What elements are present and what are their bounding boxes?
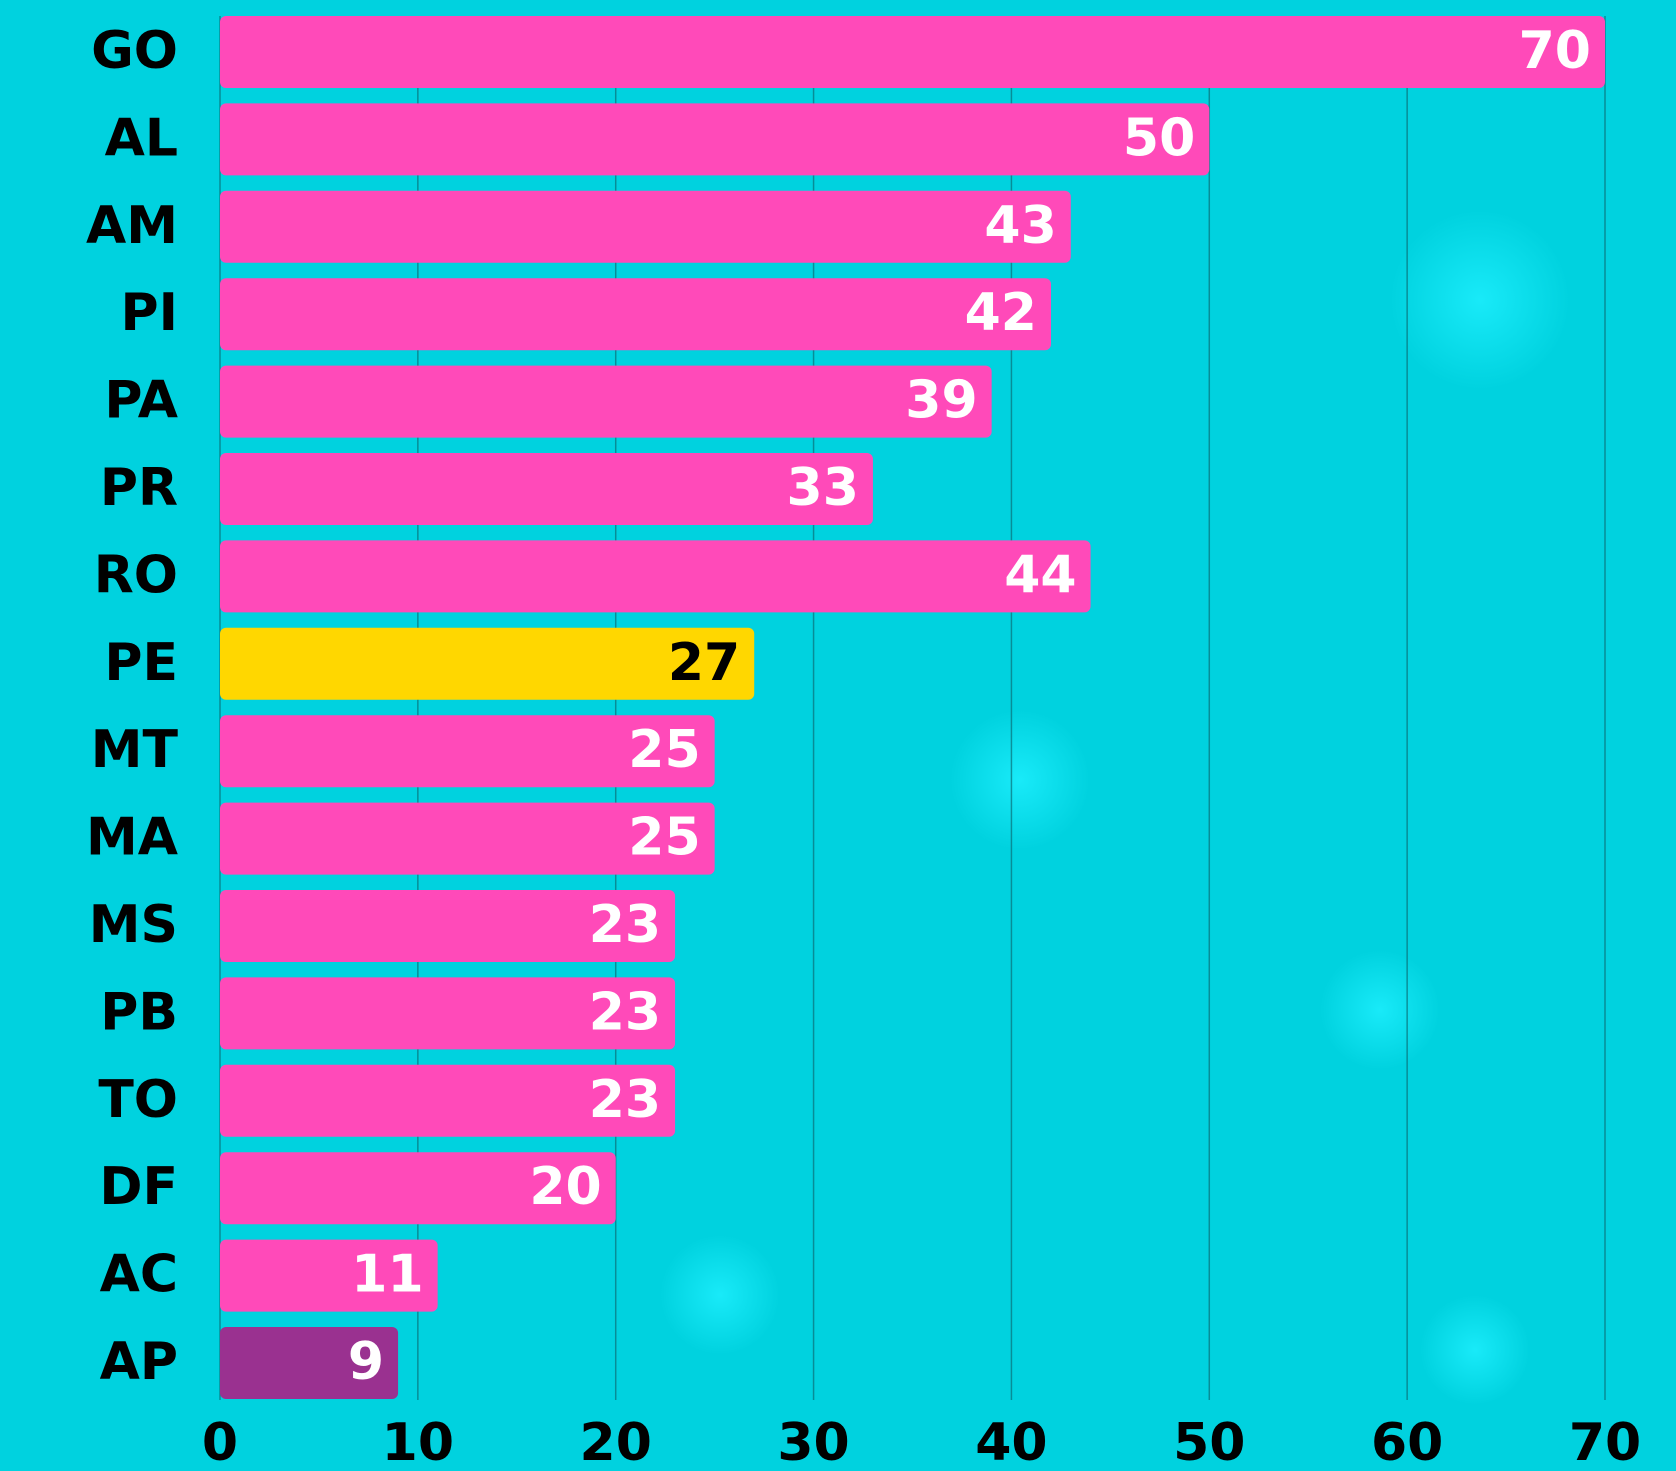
value-label: 20 <box>529 1157 601 1217</box>
y-tick-label: MS <box>89 895 178 955</box>
value-label: 70 <box>1519 21 1591 81</box>
bar <box>220 715 715 788</box>
bar <box>220 278 1051 351</box>
bar <box>220 453 873 525</box>
y-tick-label: PB <box>100 982 178 1042</box>
background-glow <box>1420 1295 1530 1405</box>
y-tick-label: GO <box>91 21 178 81</box>
y-tick-label: RO <box>94 545 178 605</box>
x-tick-label: 50 <box>1173 1413 1245 1471</box>
y-tick-label: AM <box>86 196 178 256</box>
value-label: 43 <box>984 196 1056 256</box>
y-tick-label: DF <box>99 1157 178 1217</box>
value-label: 23 <box>589 1070 661 1130</box>
value-label: 27 <box>668 633 740 693</box>
bar <box>220 1327 399 1399</box>
bar <box>220 1152 616 1225</box>
background-glow <box>660 1235 780 1355</box>
x-tick-label: 20 <box>580 1413 652 1471</box>
x-tick-label: 40 <box>975 1413 1047 1471</box>
background-glow <box>1320 950 1440 1070</box>
y-tick-label: AP <box>100 1332 178 1392</box>
y-tick-label: PR <box>100 458 178 518</box>
value-label: 11 <box>351 1245 423 1305</box>
y-tick-label: AC <box>100 1245 178 1305</box>
value-label: 42 <box>965 283 1037 343</box>
bar <box>220 365 992 438</box>
bar <box>220 977 676 1050</box>
x-tick-label: 60 <box>1371 1413 1443 1471</box>
bar <box>220 890 676 962</box>
value-label: 44 <box>1004 545 1076 605</box>
bar <box>220 1239 438 1312</box>
y-tick-label: PI <box>121 283 178 343</box>
y-tick-label: PE <box>104 633 178 693</box>
bar <box>220 103 1210 176</box>
background-glow <box>950 710 1090 850</box>
x-tick-label: 70 <box>1569 1413 1641 1471</box>
value-label: 9 <box>348 1332 384 1392</box>
bar <box>220 16 1605 88</box>
bar <box>220 190 1071 263</box>
y-tick-label: MT <box>91 720 179 780</box>
x-tick-label: 0 <box>202 1413 238 1471</box>
y-tick-label: PA <box>104 371 178 431</box>
y-tick-label: AL <box>105 108 178 168</box>
value-label: 25 <box>628 808 700 868</box>
value-label: 23 <box>589 982 661 1042</box>
bar <box>220 1064 676 1137</box>
y-tick-label: TO <box>98 1070 178 1130</box>
value-label: 39 <box>905 371 977 431</box>
bar <box>220 802 715 875</box>
background-glow <box>1390 210 1570 390</box>
x-tick-label: 30 <box>777 1413 849 1471</box>
bar <box>220 540 1091 613</box>
value-label: 33 <box>787 458 859 518</box>
bar <box>220 627 755 700</box>
y-tick-label: MA <box>86 808 178 868</box>
value-label: 50 <box>1123 108 1195 168</box>
value-label: 25 <box>628 720 700 780</box>
x-tick-label: 10 <box>382 1413 454 1471</box>
value-label: 23 <box>589 895 661 955</box>
